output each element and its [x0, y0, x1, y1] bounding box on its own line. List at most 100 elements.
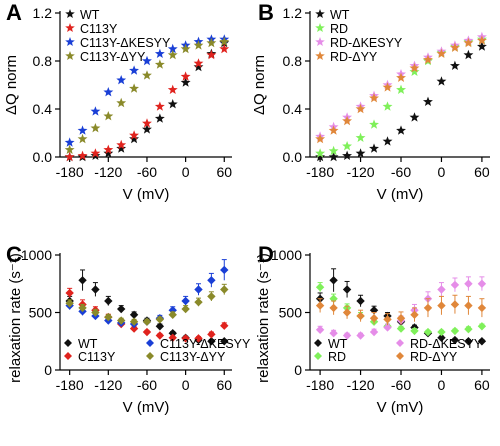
data-point: [396, 125, 406, 135]
data-point: [396, 72, 406, 82]
data-point: [142, 118, 152, 128]
legend-marker: [65, 9, 75, 18]
data-point: [382, 82, 393, 92]
x-tick-label: 0: [182, 377, 190, 393]
data-point: [167, 49, 178, 60]
y-tick-label: 0: [44, 362, 52, 378]
x-tick-label: 60: [216, 164, 232, 180]
data-point: [193, 40, 204, 50]
panel-c: C -180 -120 -60 0 60 0 500 1000 V (mV) relaxation …: [6, 242, 251, 416]
y-axis-label: relaxation rate (s⁻¹): [7, 253, 24, 383]
data-point: [423, 303, 433, 313]
data-point: [142, 317, 152, 326]
data-point: [116, 97, 127, 108]
legend-label: C113Y-ΔKESYY: [80, 36, 171, 50]
data-point: [315, 283, 325, 292]
data-point: [450, 326, 460, 336]
data-point: [167, 84, 178, 94]
legend-marker: [396, 352, 404, 360]
data-point: [64, 151, 75, 162]
series-C113Y-ΔYY: [65, 283, 229, 326]
data-point: [155, 315, 165, 324]
data-point: [315, 148, 326, 158]
data-point: [64, 144, 75, 154]
data-point: [155, 322, 165, 331]
data-point: [220, 337, 229, 346]
x-tick-label: 60: [216, 377, 232, 393]
data-point: [396, 84, 406, 94]
data-point: [154, 59, 165, 69]
y-tick-label: 1000: [271, 247, 302, 263]
panel-label: B: [258, 0, 274, 25]
data-point: [193, 58, 204, 68]
legend-label: C113Y-ΔKESYY: [160, 337, 251, 351]
data-point: [194, 285, 203, 294]
data-point: [355, 132, 366, 142]
data-point: [315, 301, 325, 310]
series-RD-ΔYY: [315, 35, 487, 144]
x-axis-label: V (mV): [377, 399, 424, 416]
data-point: [423, 327, 433, 337]
data-point: [409, 112, 420, 122]
legend-marker: [315, 51, 325, 60]
y-tick-label: 500: [29, 305, 53, 321]
legend-entry: C113Y-ΔYY: [146, 350, 226, 364]
data-point: [78, 303, 87, 313]
data-point: [104, 296, 113, 306]
legend-entry: RD-ΔYY: [396, 350, 458, 364]
legend-entry: C113Y-ΔKESYY: [146, 337, 251, 351]
legend-entry: WT: [64, 337, 98, 351]
data-point: [116, 139, 127, 150]
data-point: [142, 124, 152, 134]
data-point: [477, 279, 487, 288]
x-axis-label: V (mV): [123, 186, 170, 203]
legend-entry: RD: [314, 350, 346, 364]
data-point: [396, 324, 406, 333]
data-point: [104, 312, 113, 322]
data-point: [129, 133, 139, 144]
data-point: [382, 101, 393, 111]
data-point: [315, 133, 326, 144]
data-point: [219, 43, 230, 54]
legend-entry: RD-ΔKESYY: [315, 36, 403, 50]
data-point: [91, 308, 100, 317]
data-point: [410, 326, 419, 336]
data-point: [194, 297, 203, 307]
legend-label: WT: [80, 8, 100, 22]
y-tick-label: 1000: [21, 247, 52, 263]
data-point: [220, 285, 229, 294]
x-tick-label: 0: [438, 377, 446, 393]
data-point: [206, 37, 217, 48]
data-point: [142, 70, 152, 80]
x-tick-label: -120: [94, 164, 122, 180]
panel-d: D -180 -120 -60 0 60 0 500 1000 V (mV) relaxation …: [255, 242, 490, 416]
data-point: [64, 137, 75, 147]
data-point: [90, 123, 101, 133]
data-point: [477, 337, 487, 346]
data-point: [206, 49, 217, 60]
legend-marker: [146, 339, 154, 347]
data-point: [154, 113, 165, 123]
data-point: [103, 87, 114, 97]
series-WT: [315, 268, 487, 346]
data-point: [155, 331, 165, 340]
data-point: [180, 43, 191, 54]
x-tick-label: 0: [438, 164, 446, 180]
y-tick-label: 1.2: [283, 5, 303, 21]
data-point: [181, 304, 190, 314]
data-point: [437, 333, 446, 342]
data-point: [463, 37, 474, 48]
data-point: [342, 150, 352, 160]
data-point: [463, 49, 474, 60]
series-WT: [315, 41, 487, 162]
data-point: [129, 65, 139, 75]
data-point: [193, 61, 204, 72]
y-tick-label: 1.2: [33, 5, 53, 21]
data-point: [220, 265, 229, 275]
data-point: [423, 96, 433, 106]
y-tick-label: 0.8: [33, 53, 53, 69]
data-point: [342, 285, 352, 294]
x-tick-label: -120: [347, 377, 375, 393]
series-RD-ΔYY: [315, 294, 487, 326]
data-point: [116, 143, 127, 153]
